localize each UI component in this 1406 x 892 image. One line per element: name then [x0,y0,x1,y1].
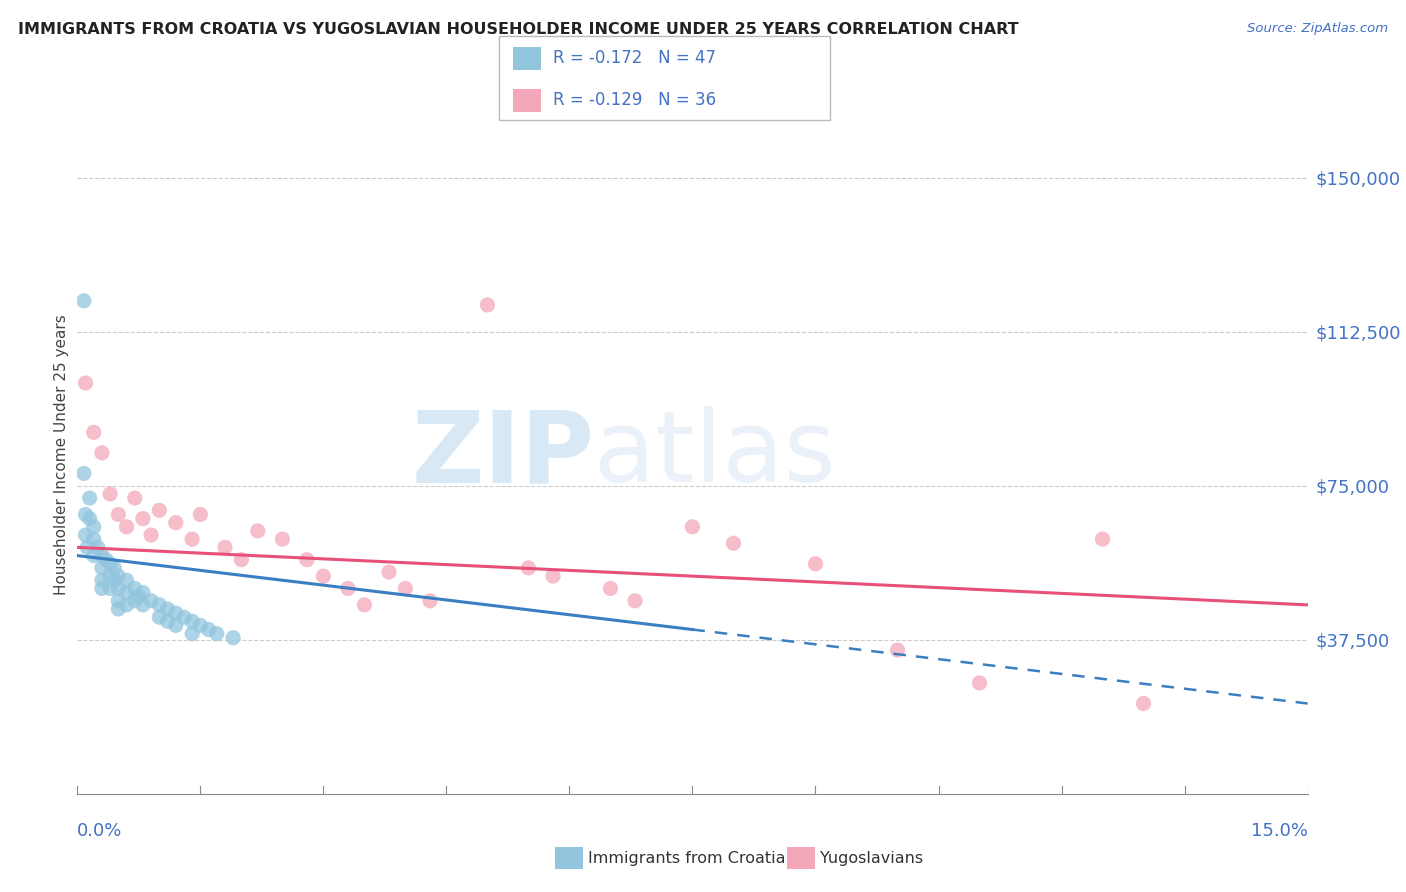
Point [141,594,163,608]
Point [124,594,146,608]
Point [83,549,105,563]
Point [682,520,704,534]
Text: R = -0.129   N = 36: R = -0.129 N = 36 [553,91,716,110]
Point [222,631,245,645]
Point [107,569,129,583]
Point [214,541,236,555]
Point [98,582,121,596]
Point [132,598,155,612]
Point [517,561,540,575]
Point [98,569,121,583]
Point [599,582,621,596]
Point [75,528,97,542]
Point [181,532,204,546]
Point [83,532,105,546]
Point [90,561,114,575]
Point [103,573,125,587]
Point [165,618,187,632]
Point [205,626,228,640]
Point [312,569,335,583]
Point [103,561,125,575]
Point [83,520,105,534]
Point [181,615,204,629]
Point [969,676,991,690]
Point [541,569,564,583]
Point [156,602,179,616]
Text: Yugoslavians: Yugoslavians [820,851,922,865]
Text: R = -0.172   N = 47: R = -0.172 N = 47 [553,49,716,68]
Point [90,549,114,563]
Point [107,508,129,522]
Point [624,594,647,608]
Point [132,511,155,525]
Point [124,582,146,596]
Text: ZIP: ZIP [411,407,595,503]
Point [165,516,187,530]
Point [90,446,114,460]
Point [107,602,129,616]
Point [231,552,253,566]
Point [1091,532,1114,546]
Point [107,594,129,608]
Point [73,293,96,308]
Text: IMMIGRANTS FROM CROATIA VS YUGOSLAVIAN HOUSEHOLDER INCOME UNDER 25 YEARS CORRELA: IMMIGRANTS FROM CROATIA VS YUGOSLAVIAN H… [18,22,1019,37]
Point [165,606,187,620]
Point [188,618,212,632]
Point [79,491,101,505]
Point [271,532,294,546]
Point [141,528,163,542]
Y-axis label: Householder Income Under 25 years: Householder Income Under 25 years [53,315,69,595]
Point [378,565,401,579]
Point [419,594,441,608]
Text: 0.0%: 0.0% [77,822,122,840]
Point [107,582,129,596]
Point [197,623,219,637]
Point [75,508,97,522]
Point [73,467,96,481]
Point [94,552,117,566]
Point [83,425,105,440]
Point [115,520,138,534]
Point [156,615,179,629]
Point [723,536,745,550]
Point [76,541,98,555]
Point [173,610,195,624]
Point [148,598,170,612]
Point [804,557,827,571]
Point [87,541,110,555]
Point [1132,697,1154,711]
Point [477,298,499,312]
Point [124,491,146,505]
Point [181,626,204,640]
Point [295,552,318,566]
Point [132,585,155,599]
Text: Immigrants from Croatia: Immigrants from Croatia [588,851,785,865]
Point [115,598,138,612]
Point [98,557,121,571]
Text: Source: ZipAtlas.com: Source: ZipAtlas.com [1247,22,1388,36]
Text: 15.0%: 15.0% [1250,822,1308,840]
Point [79,511,101,525]
Point [337,582,360,596]
Point [148,610,170,624]
Point [148,503,170,517]
Point [75,376,97,390]
Point [115,585,138,599]
Point [90,582,114,596]
Point [98,487,121,501]
Point [115,573,138,587]
Point [246,524,269,538]
Point [90,573,114,587]
Point [886,643,908,657]
Point [394,582,416,596]
Point [353,598,375,612]
Text: atlas: atlas [595,407,835,503]
Point [128,590,150,604]
Point [188,508,212,522]
